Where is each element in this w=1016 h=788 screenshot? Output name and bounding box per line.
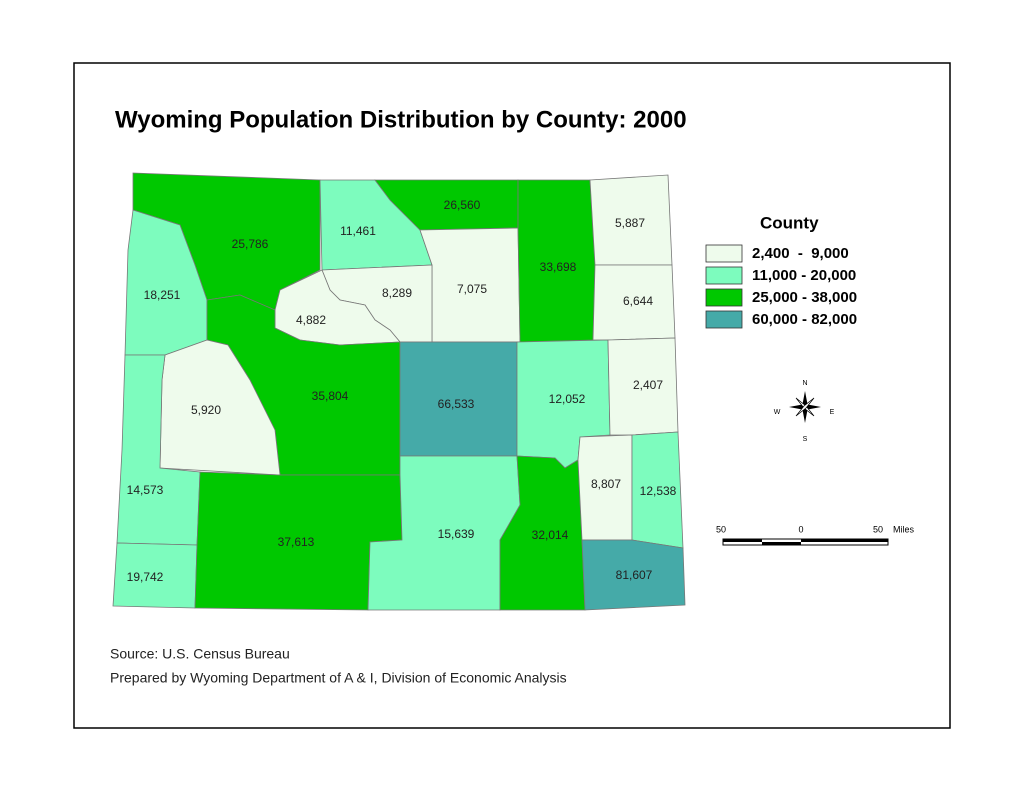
compass-w: W — [774, 409, 781, 416]
compass-s: S — [803, 436, 808, 443]
county-label: 5,920 — [191, 403, 221, 417]
county-label: 19,742 — [127, 570, 164, 584]
county-label: 2,407 — [633, 378, 663, 392]
county-label: 12,052 — [549, 392, 586, 406]
county-label: 5,887 — [615, 216, 645, 230]
source-note: Source: U.S. Census Bureau — [110, 646, 290, 662]
legend-swatch — [705, 244, 743, 263]
legend-label: 2,400 - 9,000 — [752, 245, 849, 262]
compass: N E S W — [774, 380, 835, 443]
county-label: 8,289 — [382, 286, 412, 300]
scale-unit: Miles — [893, 524, 915, 534]
county-label: 32,014 — [532, 528, 569, 542]
scale-label: 50 — [873, 524, 883, 534]
legend-swatch — [705, 266, 743, 285]
legend-label: 60,000 - 82,000 — [752, 311, 857, 328]
county-label: 35,804 — [312, 389, 349, 403]
county-label: 15,639 — [438, 527, 475, 541]
counties: 25,786 18,251 11,461 26,560 7,075 8,289 4,882 3… — [112, 172, 686, 611]
compass-e: E — [830, 409, 835, 416]
county-label: 25,786 — [232, 237, 269, 251]
legend-title: County — [760, 213, 819, 232]
scale-bar: 50 0 50 Miles — [716, 524, 915, 546]
legend-label: 25,000 - 38,000 — [752, 289, 857, 306]
scale-label: 50 — [716, 524, 726, 534]
county-label: 7,075 — [457, 282, 487, 296]
legend-swatch — [705, 288, 743, 307]
legend-label: 11,000 - 20,000 — [752, 267, 856, 284]
county-label: 18,251 — [144, 288, 181, 302]
county — [581, 539, 686, 611]
county-label: 6,644 — [623, 294, 653, 308]
county-label: 12,538 — [640, 484, 677, 498]
county-label: 66,533 — [438, 397, 475, 411]
scale-label: 0 — [798, 524, 803, 534]
county-label: 26,560 — [444, 198, 481, 212]
county-label: 81,607 — [616, 568, 653, 582]
county-label: 14,573 — [127, 483, 164, 497]
compass-n: N — [802, 380, 807, 387]
county-label: 33,698 — [540, 260, 577, 274]
prepared-note: Prepared by Wyoming Department of A & I,… — [110, 670, 567, 686]
county-label: 11,461 — [340, 224, 376, 238]
county-label: 8,807 — [591, 477, 621, 491]
county-label: 37,613 — [278, 535, 315, 549]
legend-swatch — [705, 310, 743, 329]
legend: 2,400 - 9,000 11,000 - 20,000 25,000 - 38,… — [705, 244, 857, 329]
county-label: 4,882 — [296, 313, 326, 327]
title: Wyoming Population Distribution by Count… — [115, 106, 687, 133]
